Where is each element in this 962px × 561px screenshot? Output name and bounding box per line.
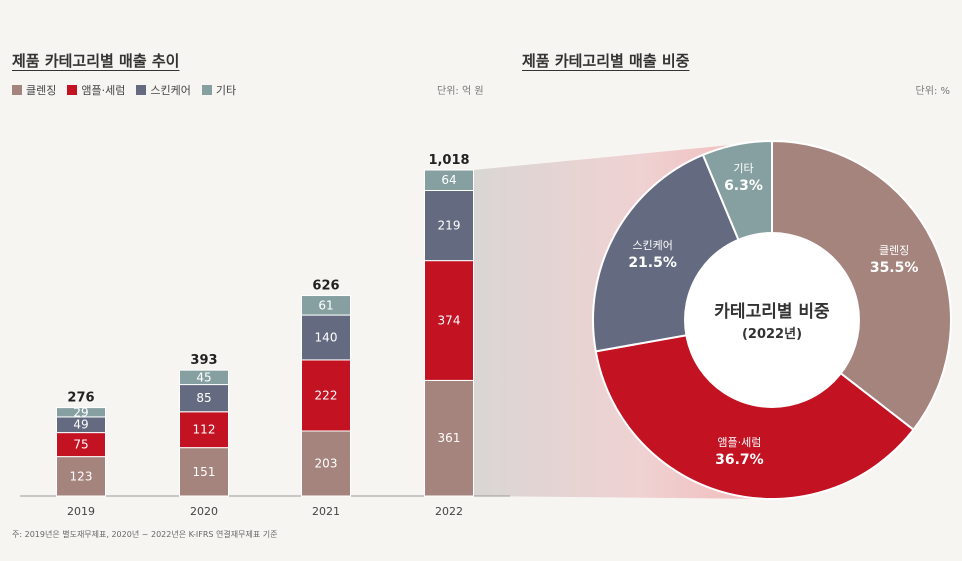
bar-label-2021-cleansing: 203 [315,456,338,470]
legend-label-skincare: 스킨케어 [150,84,191,97]
legend-item-other: 기타 [201,82,237,98]
bar-2019-other [56,407,106,418]
bar-label-2021-other: 61 [318,298,333,312]
x-tick-2021: 2021 [312,505,340,518]
bar-label-2022-ampoule-serum: 374 [438,314,461,328]
legend-item-skincare: 스킨케어 [136,82,191,98]
legend-item-cleansing: 클렌징 [12,82,56,98]
x-tick-2020: 2020 [190,505,218,518]
footnote: 주: 2019년은 별도재무제표, 2020년 ~ 2022년은 K-IFRS … [12,530,278,539]
legend-label-ampoule-serum: 앰플·세럼 [81,84,126,97]
bar-2022-cleansing [424,379,474,497]
bar-2019-cleansing [56,456,106,497]
bar-2020-ampoule-serum [179,411,229,449]
bar-label-2020-other: 45 [196,370,211,384]
legend-label-other: 기타 [215,84,237,97]
bar-label-2022-skincare: 219 [438,219,461,233]
legend-swatch-skincare [136,85,147,95]
donut-chart-unit: 단위: % [915,86,950,97]
bar-2022-other [424,169,474,191]
donut-slice-ampoule-serum [594,318,915,500]
donut-center-title: 카테고리별 비중 [714,302,830,322]
donut-slice-cleansing [771,139,952,432]
donut-label-name-skincare: 스킨케어 [632,239,672,252]
legend-label-cleansing: 클렌징 [26,84,57,97]
bar-total-2021: 626 [312,279,339,294]
donut-label-value-other: 6.3% [724,178,763,194]
donut-center-subtitle: (2022년) [742,327,802,342]
legend-item-ampoule-serum: 앰플·세럼 [67,82,125,98]
bar-label-2021-ampoule-serum: 222 [315,388,338,402]
donut-label-name-ampoule-serum: 앰플·세럼 [717,436,761,449]
bar-2020-cleansing [179,447,229,497]
donut-chart-title: 제품 카테고리별 매출 비중 [522,52,690,70]
donut-label-value-cleansing: 35.5% [870,260,919,276]
bar-chart-unit: 단위: 억 원 [437,86,484,97]
donut-label-value-ampoule-serum: 36.7% [715,452,764,468]
x-tick-2022: 2022 [435,505,463,518]
bar-label-2019-skincare: 49 [73,418,88,432]
bar-label-2019-ampoule-serum: 75 [73,438,88,452]
bar-label-2019-cleansing: 123 [70,469,93,483]
bar-total-2022: 1,018 [428,153,469,168]
legend-swatch-other [201,85,212,95]
donut-label-name-other: 기타 [733,162,753,175]
bar-2020-skincare [179,384,229,413]
bar-2021-other [301,295,351,316]
bar-label-2020-ampoule-serum: 112 [193,423,216,437]
bar-2020-other [179,369,229,386]
donut-hole [684,232,860,408]
bar-label-2021-skincare: 140 [315,330,338,344]
bar-2021-skincare [301,314,351,361]
bar-label-2020-skincare: 85 [196,391,211,405]
bar-chart-title: 제품 카테고리별 매출 추이 [12,52,180,70]
x-tick-2019: 2019 [67,505,95,518]
bar-total-2020: 393 [190,353,217,368]
legend-swatch-ampoule-serum [67,85,78,95]
bar-label-2020-cleansing: 151 [193,465,216,479]
bar-label-2019-other: 29 [73,405,88,419]
donut-label-value-skincare: 21.5% [628,255,677,271]
legend: 클렌징 앰플·세럼 스킨케어 기타 [12,82,236,98]
bar-total-2019: 276 [67,391,94,406]
legend-swatch-cleansing [12,85,22,95]
bar-label-2022-other: 64 [441,173,456,187]
bar-label-2022-cleansing: 361 [438,431,461,445]
bar-2021-cleansing [301,430,351,497]
donut-label-name-cleansing: 클렌징 [879,244,909,257]
